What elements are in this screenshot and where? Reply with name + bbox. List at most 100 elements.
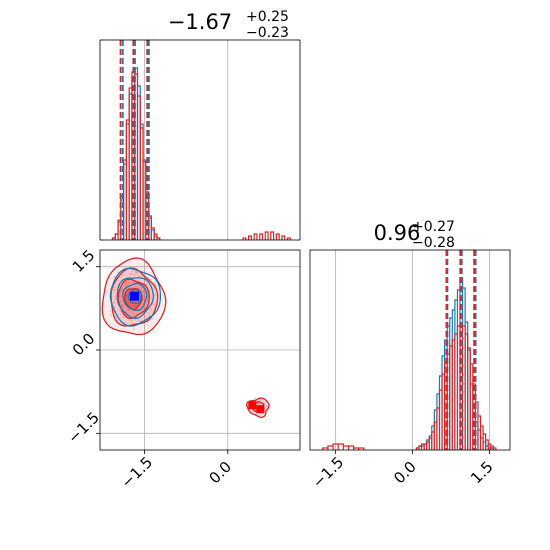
joint-x-tick-label: −1.5 [118,453,156,491]
joint-sample-point [106,290,109,293]
joint-sample-point [127,302,130,305]
param2-histogram-series-1 [322,323,497,450]
joint-sample-point [121,303,124,306]
joint-sample-point [142,289,145,292]
param2-x-tick-label: 1.5 [467,458,497,488]
param1-marginal-quantile-lines [119,40,150,240]
joint-sample-point [260,398,263,401]
joint-grid [100,250,300,450]
joint-sample-point [122,305,124,308]
joint-sample-point [131,272,134,275]
joint-sample-point [133,274,136,277]
joint-sample-point [114,288,117,291]
param1-marginal-histograms [111,67,291,240]
joint-sample-point [122,274,124,276]
joint-sample-point [154,294,157,297]
param2-median: 0.96 [374,221,421,245]
joint-sample-point [150,309,153,312]
joint-sample-point [133,328,135,331]
joint-sample-point [151,317,154,320]
joint-sample-point [136,271,139,274]
joint-sample-point [264,402,266,405]
joint-sample-point [119,295,122,298]
joint-sample-point [125,283,128,286]
param1-histogram-series-1 [111,71,291,240]
joint-sample-point [132,281,135,284]
joint-sample-point [131,270,134,272]
joint-sample-point [114,286,116,289]
joint-sample-point [120,289,123,292]
joint-sample-point [146,324,149,327]
joint-sample-point [138,275,141,278]
param2-x-ticks: −1.5 0.0 1.5 [309,450,497,492]
joint-blue-contour-level [122,282,148,312]
param2-marginal-quantile-lines [445,250,477,450]
param1-median: −1.67 [168,10,232,34]
joint-sample-point [123,291,126,294]
param1-marginal-panel: −1.67 +0.25 −0.23 [99,9,301,241]
joint-sample-point [262,398,265,401]
joint-sample-point [137,279,140,282]
joint-sample-point [127,290,130,293]
joint-sample-point [143,294,146,296]
joint-sample-point [133,305,136,308]
joint-sample-point [127,281,130,284]
joint-sample-point [126,299,129,302]
param2-marginal-histograms [322,277,497,450]
joint-sample-point [119,293,121,296]
joint-sample-point [119,313,122,316]
param2-marginal-grid [335,250,490,450]
joint-sample-point [150,307,153,310]
joint-sample-point [265,405,268,407]
joint-blue-contour-level [109,267,162,327]
param2-lower-error: −0.28 [412,235,455,251]
param1-marginal-title: −1.67 [168,10,232,34]
joint-sample-point [113,290,116,293]
joint-sample-point [109,310,112,313]
joint-x-ticks: −1.5 0.0 [118,450,235,492]
joint-sample-point [124,281,127,284]
joint-sample-point [114,295,117,298]
joint-sample-point [153,281,156,284]
joint-sample-point [150,278,153,281]
joint-sample-point [254,397,257,400]
joint-blue-contour-level [116,277,155,320]
joint-y-ticks: 1.5 0.0 −1.5 [64,246,102,447]
joint-sample-point [152,303,155,306]
joint-sample-point [258,399,261,402]
param1-lower-error: −0.23 [246,25,289,41]
joint-sample-point [122,316,125,319]
joint-sample-point [148,312,150,315]
joint-sample-point [147,295,149,298]
joint-red-center-marker [256,405,265,414]
joint-sample-point [114,297,117,300]
joint-blue-center-marker [130,291,139,301]
joint-sample-point [150,297,153,300]
joint-blue-contour-level [127,288,142,305]
joint-sample-point [129,305,132,307]
joint-sample-point [119,298,121,301]
param1-marginal-frame [99,39,301,241]
joint-sample-point [119,310,122,312]
joint-x-tick-label: 0.0 [205,458,235,488]
param2-marginal-panel: −1.5 0.0 1.5 0.96 +0.27 −0.28 [309,219,511,492]
joint-red-center-marker [248,401,257,410]
joint-sample-point [125,284,128,287]
param2-x-tick-label: −1.5 [309,453,347,491]
param2-x-tick-label: 0.0 [390,458,420,488]
joint-sample-point [121,300,123,302]
joint-y-tick-label: 0.0 [69,330,99,360]
joint-contour-panel: 1.5 0.0 −1.5 −1.5 0.0 [64,246,301,492]
joint-sample-point [129,273,131,276]
joint-sample-point [258,402,260,405]
joint-sample-point [259,414,262,416]
param1-histogram-series-0 [111,67,161,240]
joint-sample-point [130,319,133,322]
joint-sample-point [113,301,116,304]
joint-y-tick-label: −1.5 [64,408,102,446]
joint-sample-point [113,305,116,308]
joint-sample-point [135,272,137,274]
joint-contours [101,257,270,418]
joint-sample-point [110,314,113,316]
